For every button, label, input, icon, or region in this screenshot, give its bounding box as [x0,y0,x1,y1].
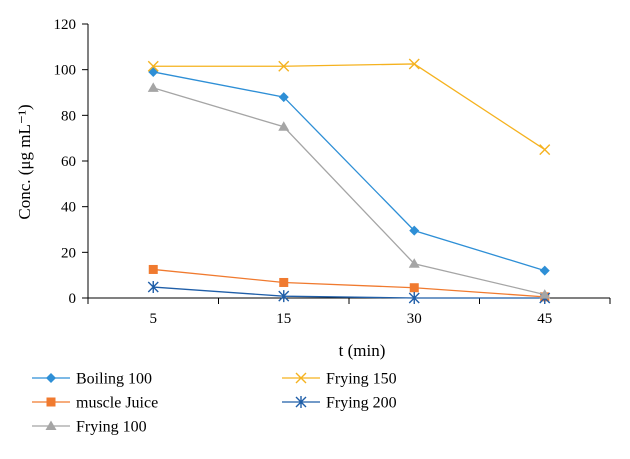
data-point [278,92,289,103]
y-axis: 0 20 40 60 80 100 120 [54,17,89,307]
data-point [539,289,551,299]
y-tick-label: 100 [54,63,77,79]
legend-label: Boiling 100 [76,371,152,388]
data-point [408,292,420,304]
x-tick-label: 30 [407,311,422,327]
data-point [408,258,420,268]
data-point [279,277,289,287]
series-layer [147,58,551,304]
y-tick-label: 60 [61,154,76,170]
series-line [153,286,545,299]
data-point [409,225,420,236]
legend-item: Frying 100 [32,419,147,436]
legend-marker [46,373,56,383]
x-axis: 5 15 30 45 [87,297,611,327]
legend-item: Frying 150 [282,371,397,388]
y-tick-label: 20 [61,245,76,261]
data-point [539,144,551,156]
series-line [153,268,545,298]
x-axis-label: t (min) [339,341,386,360]
data-point [147,60,159,72]
data-point [147,281,159,294]
legend-marker [295,372,307,384]
legend: Boiling 100 Frying 150 muscle Juice Frying … [32,371,397,436]
series-muscle-juice [148,264,550,302]
data-point [278,290,290,303]
series-line [153,63,546,151]
y-tick-label: 80 [61,108,76,124]
x-tick-label: 15 [276,311,291,327]
legend-label: Frying 200 [326,395,397,412]
legend-label: Frying 100 [76,419,147,436]
legend-item: muscle Juice [32,395,158,412]
series-boiling-100 [148,66,550,276]
data-point [278,60,290,72]
y-axis-label: Conc. (μg mL⁻¹) [15,104,34,219]
data-point [148,264,158,274]
legend-marker [45,420,57,430]
data-point [278,121,290,131]
x-tick-label: 5 [150,311,158,327]
data-point [408,58,420,70]
legend-label: Frying 150 [326,371,397,388]
x-tick-label: 45 [537,311,552,327]
legend-label: muscle Juice [76,395,158,412]
data-point [539,265,550,276]
series-frying-200 [147,281,551,304]
data-point [148,66,159,77]
series-frying-100 [147,82,551,299]
y-tick-label: 0 [69,291,77,307]
series-line [153,87,545,296]
legend-marker [46,397,56,407]
legend-item: Boiling 100 [32,371,152,388]
legend-item: Frying 200 [282,395,397,412]
y-tick-label: 120 [54,17,77,33]
y-tick-label: 40 [61,200,76,216]
series-line [153,71,545,272]
data-point [147,82,159,92]
legend-marker [295,396,307,408]
series-frying-150 [147,58,551,156]
data-point [409,283,419,293]
